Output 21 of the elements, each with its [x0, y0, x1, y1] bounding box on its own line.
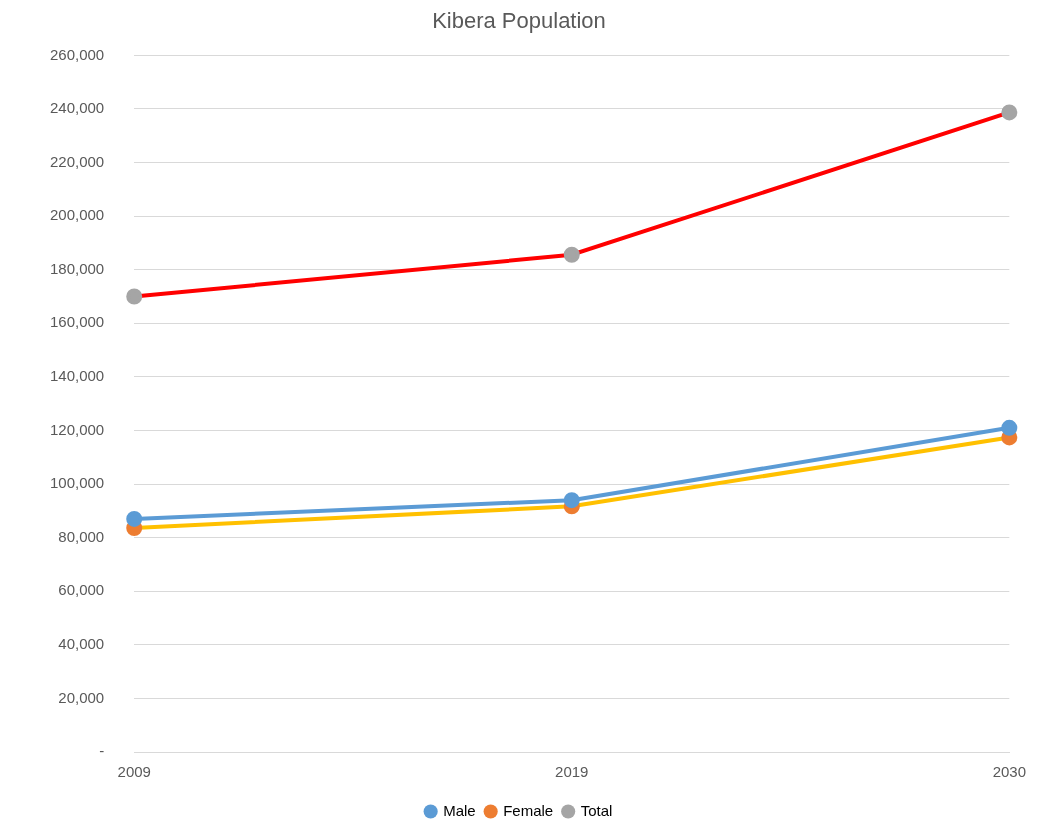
legend-label: Total: [580, 801, 613, 819]
y-tick-label: 140,000: [49, 367, 105, 385]
legend-label: Male: [443, 801, 476, 819]
y-tick-label: 100,000: [49, 474, 105, 492]
y-tick-label: 160,000: [49, 313, 105, 331]
y-tick-label: 60,000: [58, 581, 105, 599]
y-tick-label: 180,000: [49, 259, 105, 277]
x-tick-label: 2009: [117, 763, 151, 781]
legend-label: Female: [503, 801, 554, 819]
x-tick-label: 2019: [555, 763, 589, 781]
y-tick-label: 260,000: [49, 45, 105, 63]
y-tick-label: 220,000: [49, 152, 105, 170]
chart-title: Kibera Population: [432, 8, 606, 34]
y-tick-label: 240,000: [49, 99, 105, 117]
y-tick-label: 20,000: [58, 688, 105, 706]
y-tick-label: 200,000: [49, 206, 105, 224]
x-tick-label: 2030: [992, 763, 1026, 781]
y-tick-label: 120,000: [49, 420, 105, 438]
y-tick-label: -: [99, 742, 105, 760]
y-tick-label: 40,000: [58, 634, 105, 652]
y-tick-label: 80,000: [58, 527, 105, 545]
